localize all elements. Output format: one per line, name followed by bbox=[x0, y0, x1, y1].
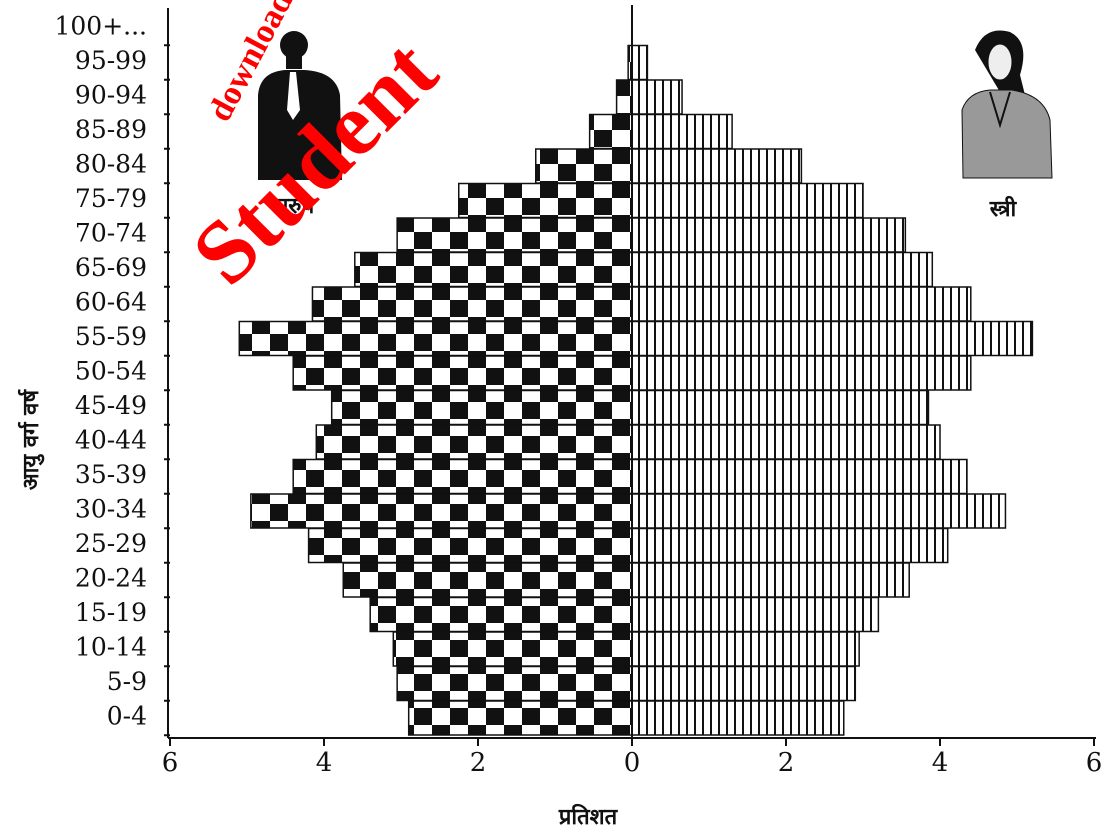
bar bbox=[307, 527, 633, 564]
bar bbox=[631, 44, 649, 81]
bar bbox=[396, 217, 633, 253]
bar bbox=[631, 424, 941, 460]
y-tick-label: 35-39 bbox=[75, 460, 147, 489]
bar bbox=[631, 527, 949, 564]
y-tick-label: 45-49 bbox=[75, 391, 147, 420]
y-tick-label: 40-44 bbox=[75, 426, 147, 455]
y-axis-label: आयु वर्ग वर्ष bbox=[17, 389, 45, 490]
bar bbox=[631, 79, 683, 115]
y-tick-label: 80-84 bbox=[75, 150, 147, 179]
bar bbox=[342, 562, 633, 598]
bar bbox=[631, 389, 930, 426]
bar bbox=[631, 458, 968, 495]
y-tick-label: 15-19 bbox=[75, 598, 147, 627]
bar bbox=[631, 286, 972, 322]
y-tick-label: 5-9 bbox=[107, 667, 147, 696]
y-tick-label: 75-79 bbox=[75, 184, 147, 213]
x-tick-label: 2 bbox=[470, 748, 487, 778]
y-tick-label: 95-99 bbox=[75, 46, 147, 75]
y-tick-label: 70-74 bbox=[75, 219, 147, 248]
bar bbox=[311, 286, 633, 322]
bar bbox=[369, 596, 633, 633]
y-tick-label: 0-4 bbox=[107, 702, 147, 731]
bar bbox=[407, 700, 633, 736]
bar bbox=[458, 182, 633, 219]
x-tick-label: 2 bbox=[778, 748, 795, 778]
y-tick-label: 60-64 bbox=[75, 288, 147, 317]
male-icon bbox=[258, 31, 342, 180]
bar bbox=[615, 79, 633, 115]
legend-label: स्त्री bbox=[989, 195, 1018, 222]
y-tick-label: 20-24 bbox=[75, 564, 147, 593]
bar bbox=[396, 665, 633, 702]
bar bbox=[631, 113, 733, 150]
bar bbox=[292, 355, 633, 391]
bar bbox=[250, 493, 633, 529]
bar bbox=[238, 320, 633, 357]
bar bbox=[292, 458, 633, 495]
x-tick-label: 6 bbox=[1086, 748, 1103, 778]
x-tick-label: 4 bbox=[316, 748, 333, 778]
bar bbox=[354, 251, 633, 288]
bar bbox=[631, 251, 934, 288]
bar bbox=[631, 217, 907, 253]
y-tick-label: 55-59 bbox=[75, 322, 147, 351]
bar bbox=[631, 665, 857, 702]
y-tick-label: 30-34 bbox=[75, 495, 147, 524]
bar bbox=[631, 700, 845, 736]
x-tick-label: 4 bbox=[932, 748, 949, 778]
y-tick-label: 100+... bbox=[54, 12, 147, 41]
legend-label: पुरुष bbox=[275, 194, 316, 220]
bar bbox=[330, 389, 633, 426]
x-tick-label: 6 bbox=[162, 748, 179, 778]
bar bbox=[631, 355, 972, 391]
y-tick-label: 90-94 bbox=[75, 81, 147, 110]
bar bbox=[631, 182, 864, 219]
y-tick-label: 65-69 bbox=[75, 253, 147, 282]
bar bbox=[631, 148, 803, 184]
bar bbox=[631, 631, 860, 667]
bar bbox=[392, 631, 633, 667]
bar bbox=[535, 148, 633, 184]
bar bbox=[588, 113, 633, 150]
x-axis-label: प्रतिशत bbox=[558, 803, 619, 830]
female-icon bbox=[961, 30, 1053, 179]
bar bbox=[631, 596, 880, 633]
bar bbox=[315, 424, 633, 460]
x-tick-label: 0 bbox=[624, 748, 641, 778]
y-tick-label: 50-54 bbox=[75, 357, 147, 386]
y-tick-label: 85-89 bbox=[75, 115, 147, 144]
y-tick-label: 10-14 bbox=[75, 633, 147, 662]
bar bbox=[631, 320, 1034, 357]
y-tick-label: 25-29 bbox=[75, 529, 147, 558]
bar bbox=[631, 493, 1007, 529]
bar bbox=[631, 562, 910, 598]
